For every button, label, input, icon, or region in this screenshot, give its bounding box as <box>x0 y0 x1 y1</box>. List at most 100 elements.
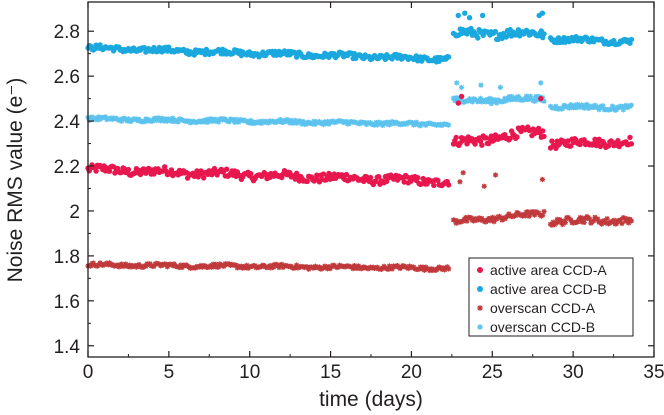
data-point <box>292 265 298 271</box>
x-tick-label: 35 <box>643 362 664 383</box>
data-point <box>354 265 360 272</box>
data-point <box>431 182 437 188</box>
data-point <box>538 95 544 102</box>
data-point <box>158 118 164 124</box>
data-point <box>304 264 310 270</box>
data-point <box>506 94 512 100</box>
data-point <box>476 98 482 104</box>
x-axis-title: time (days) <box>319 388 423 411</box>
data-point <box>385 266 391 272</box>
data-point <box>584 101 590 108</box>
data-point <box>599 221 605 227</box>
data-points <box>85 10 635 274</box>
data-point <box>608 106 614 112</box>
data-point <box>90 260 96 266</box>
data-point <box>415 175 421 181</box>
data-point <box>311 118 317 124</box>
data-point <box>268 265 274 271</box>
data-point <box>613 221 620 227</box>
data-point <box>478 82 484 88</box>
data-point <box>125 116 131 122</box>
data-point <box>514 97 520 103</box>
data-point <box>304 178 310 185</box>
data-point <box>626 220 632 226</box>
data-point <box>372 122 378 128</box>
data-point <box>560 105 566 112</box>
data-point <box>211 263 218 270</box>
data-point <box>293 170 300 176</box>
data-point <box>435 177 441 184</box>
data-point <box>299 121 305 127</box>
data-point <box>151 263 157 269</box>
x-tick-label: 30 <box>563 362 584 383</box>
data-point <box>223 166 230 172</box>
data-point <box>312 121 319 127</box>
data-point <box>164 118 170 124</box>
data-point <box>203 46 210 53</box>
data-point <box>458 93 465 100</box>
data-point <box>310 121 316 127</box>
data-point <box>293 54 300 60</box>
data-point <box>457 179 463 185</box>
data-point <box>541 31 547 37</box>
legend: active area CCD-A active area CCD-B oversc… <box>468 257 634 337</box>
data-point <box>466 15 473 21</box>
data-point <box>409 119 415 126</box>
data-point <box>581 219 587 226</box>
data-point <box>213 116 219 122</box>
data-point <box>502 95 508 101</box>
data-point <box>361 178 367 185</box>
data-point <box>574 101 581 107</box>
data-point <box>604 216 610 222</box>
data-point <box>507 97 513 103</box>
data-point <box>515 27 522 33</box>
data-point <box>513 94 519 101</box>
data-point <box>248 171 254 177</box>
data-point <box>288 117 294 123</box>
data-point <box>385 119 391 125</box>
data-point <box>492 97 498 103</box>
data-point <box>210 261 216 267</box>
data-point <box>248 117 254 124</box>
data-point <box>568 217 574 223</box>
data-point <box>401 179 407 185</box>
data-point <box>452 98 458 104</box>
data-point <box>620 107 626 113</box>
data-point <box>565 138 571 144</box>
data-point <box>572 102 578 108</box>
data-point <box>479 12 486 19</box>
data-point <box>613 107 620 113</box>
y-tick-label: 1.6 <box>54 292 80 313</box>
data-point <box>445 182 452 188</box>
data-point <box>513 213 519 219</box>
data-point <box>454 80 460 86</box>
data-point <box>178 262 184 268</box>
data-point <box>136 262 142 268</box>
data-point <box>419 181 425 187</box>
data-point <box>469 99 475 105</box>
data-point <box>455 100 461 106</box>
data-point <box>538 80 544 86</box>
data-point <box>119 261 125 267</box>
y-tick-label: 2.2 <box>54 157 80 178</box>
data-point <box>541 133 547 140</box>
data-point <box>464 218 470 224</box>
x-tick-label: 10 <box>239 362 260 383</box>
data-point <box>553 103 559 109</box>
data-point <box>420 264 426 270</box>
data-point <box>619 220 625 227</box>
data-point <box>203 116 210 123</box>
data-point <box>526 213 532 219</box>
data-point <box>405 265 411 272</box>
data-point <box>539 10 546 16</box>
data-point <box>568 102 574 108</box>
data-point <box>497 84 503 90</box>
legend-marker <box>477 267 483 273</box>
data-point <box>540 128 546 134</box>
data-point <box>481 183 487 189</box>
data-point <box>485 140 492 147</box>
data-point <box>487 95 493 102</box>
data-point <box>413 119 419 125</box>
data-point <box>170 115 176 121</box>
data-point <box>462 10 468 16</box>
